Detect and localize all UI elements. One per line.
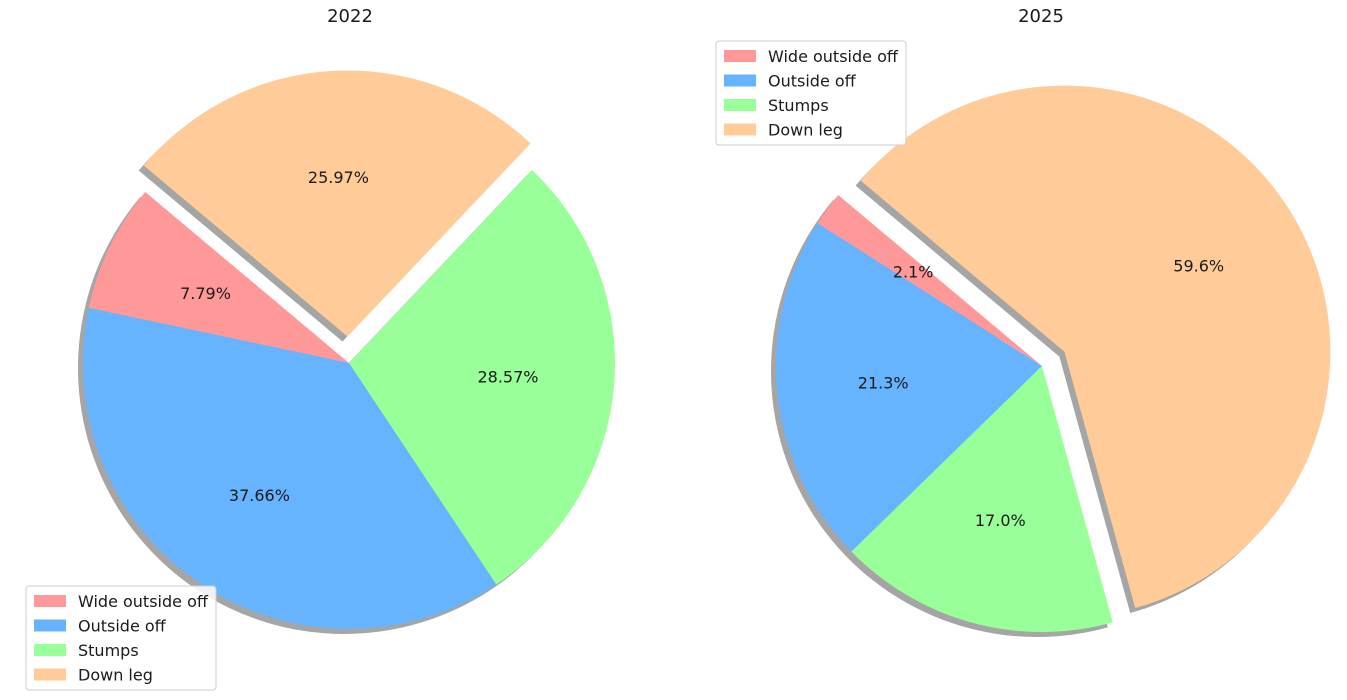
legend-frame: [25, 585, 217, 691]
pie-wedges: [83, 70, 616, 629]
pie-chart-2022: 7.79% 37.66% 28.57% 25.97% 2022 Wide outside…: [25, 6, 616, 691]
legend-label-outside-off: Outside off: [78, 617, 167, 636]
wedge-outside-off: [775, 223, 1042, 552]
pct-label-down-leg: 59.6%: [1173, 256, 1224, 275]
legend: Wide outside off Outside off Stumps Down le…: [25, 585, 217, 691]
wedge-down-leg: [143, 70, 531, 337]
wedge-stumps: [851, 366, 1113, 633]
legend-label-outside-off: Outside off: [768, 72, 857, 91]
pct-label-wide-outside-off: 2.1%: [893, 263, 934, 282]
pct-label-stumps: 28.57%: [477, 368, 538, 387]
pct-label-stumps: 17.0%: [975, 511, 1026, 530]
pct-label-outside-off: 37.66%: [229, 486, 290, 505]
pie-chart-2025: 2.1% 21.3% 17.0% 59.6% 2025 Wide outside off…: [715, 6, 1331, 638]
legend-label-wide-outside-off: Wide outside off: [78, 592, 209, 611]
wedge-outside-off: [83, 307, 497, 629]
legend-label-wide-outside-off: Wide outside off: [768, 47, 899, 66]
wedge-stumps: [349, 170, 616, 585]
legend-swatch-wide-outside-off: [724, 50, 756, 62]
legend-swatch-outside-off: [34, 619, 66, 632]
legend: Wide outside off Outside off Stumps Down le…: [715, 40, 907, 146]
legend-label-down-leg: Down leg: [78, 666, 153, 685]
wedge-wide-outside-off: [817, 195, 1042, 366]
legend-label-stumps: Stumps: [78, 641, 139, 660]
pct-label-wide-outside-off: 7.79%: [180, 284, 231, 303]
wedge-wide-outside-off: [88, 192, 350, 363]
pct-label-outside-off: 21.3%: [858, 373, 909, 392]
chart-title-2025: 2025: [1018, 6, 1064, 27]
pct-label-down-leg: 25.97%: [308, 168, 369, 187]
legend-label-stumps: Stumps: [768, 96, 829, 115]
legend-label-down-leg: Down leg: [768, 121, 843, 140]
legend-frame: [715, 40, 907, 146]
legend-swatch-stumps: [724, 99, 756, 111]
pie-labels: 2.1% 21.3% 17.0% 59.6%: [858, 256, 1224, 530]
legend-swatch-outside-off: [724, 74, 756, 87]
wedge-down-leg: [860, 85, 1331, 609]
legend-swatch-wide-outside-off: [34, 595, 66, 607]
legend-swatch-stumps: [34, 644, 66, 656]
pie-wedges: [775, 85, 1331, 633]
legend-swatch-down-leg: [34, 668, 66, 681]
legend-swatch-down-leg: [724, 123, 756, 136]
pie-labels: 7.79% 37.66% 28.57% 25.97%: [180, 168, 538, 505]
chart-title-2022: 2022: [327, 6, 373, 27]
